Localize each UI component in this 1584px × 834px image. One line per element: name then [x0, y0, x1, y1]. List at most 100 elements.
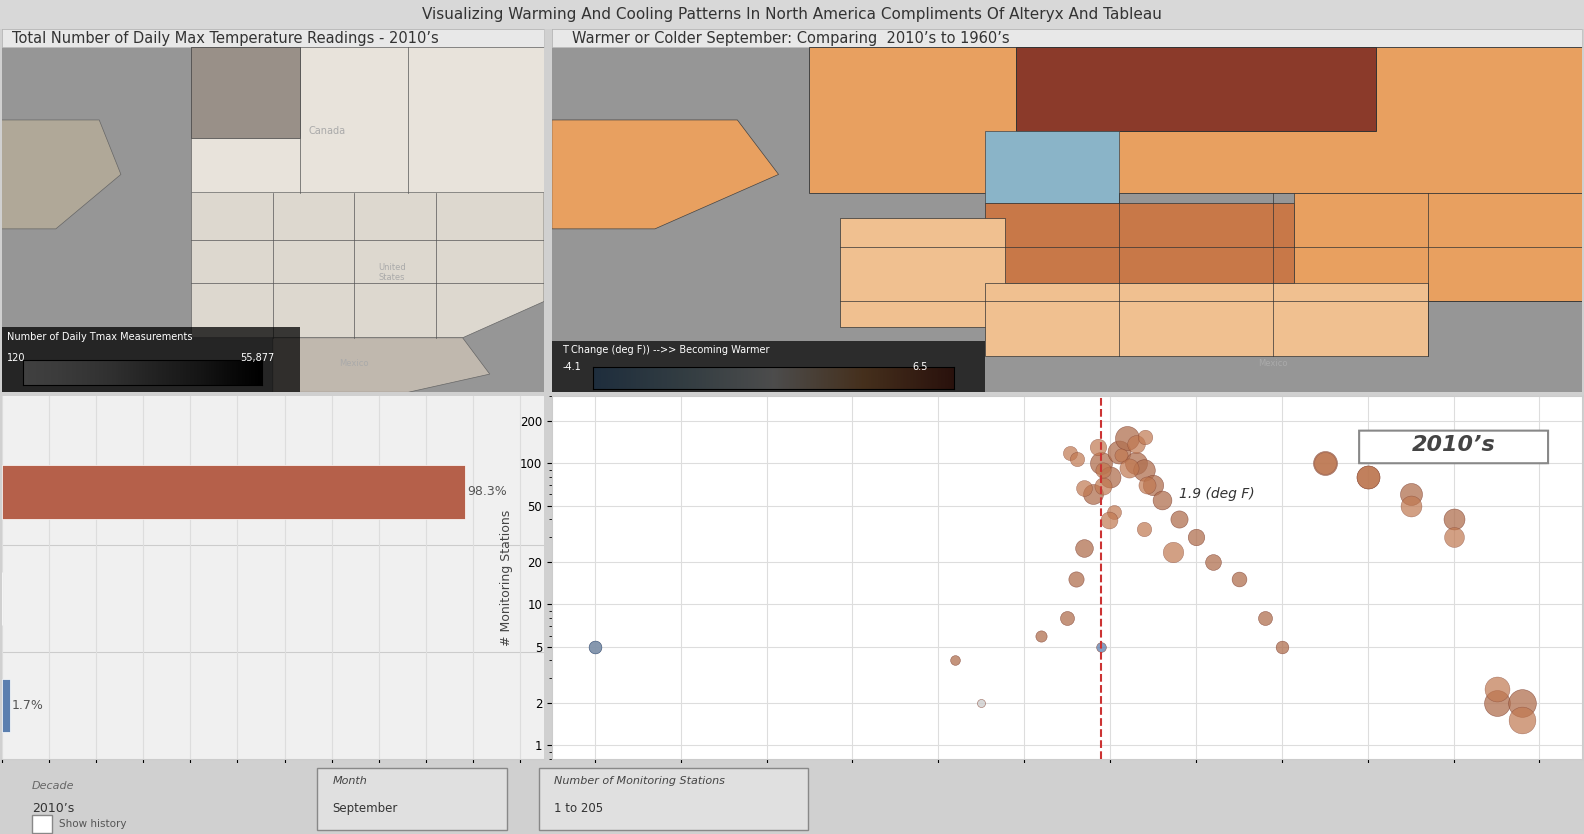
Point — [1354, 470, 1380, 484]
Point — [1354, 470, 1380, 484]
Polygon shape — [192, 48, 299, 138]
FancyBboxPatch shape — [539, 768, 808, 831]
Text: -4.1: -4.1 — [562, 362, 581, 372]
Point — [1399, 488, 1424, 501]
Point — [1101, 505, 1126, 519]
Polygon shape — [192, 193, 543, 338]
Point — [1133, 430, 1158, 444]
Point — [1134, 479, 1159, 492]
Point — [1117, 461, 1142, 475]
Polygon shape — [985, 284, 1427, 356]
X-axis label: Avg Change in Monthly Tmax From 1960s (deg F): Avg Change in Monthly Tmax From 1960s (d… — [912, 789, 1221, 801]
Point — [1098, 470, 1123, 484]
Polygon shape — [985, 203, 1294, 284]
Text: United
States: United States — [379, 263, 406, 282]
Text: Mexico: Mexico — [339, 359, 369, 368]
Text: 55,877: 55,877 — [241, 353, 274, 363]
Polygon shape — [2, 120, 120, 229]
Point — [1312, 456, 1337, 470]
Point — [1123, 456, 1148, 470]
Point — [1183, 530, 1209, 544]
Text: Show history: Show history — [59, 819, 127, 829]
Polygon shape — [551, 120, 779, 229]
Text: 2010’s: 2010’s — [1411, 435, 1495, 455]
Point — [1131, 463, 1156, 476]
Text: September: September — [333, 802, 398, 815]
Polygon shape — [841, 218, 1006, 327]
Text: Number of Daily Tmax Measurements: Number of Daily Tmax Measurements — [6, 332, 193, 342]
Text: 1 to 205: 1 to 205 — [554, 802, 604, 815]
Point — [1028, 629, 1053, 642]
Bar — [2, 465, 466, 519]
Text: 1.9 (deg F): 1.9 (deg F) — [1178, 487, 1255, 501]
Point — [1484, 696, 1510, 710]
Point — [1088, 456, 1114, 470]
Text: Decade: Decade — [32, 781, 74, 791]
Bar — [551, 341, 985, 392]
Point — [1123, 437, 1148, 450]
Bar — [551, 29, 1582, 48]
Bar — [32, 815, 52, 832]
Polygon shape — [1015, 48, 1376, 131]
Point — [1106, 445, 1131, 459]
Point — [1131, 522, 1156, 535]
Point — [1057, 447, 1082, 460]
Point — [1441, 513, 1467, 526]
Point — [968, 696, 993, 710]
Text: Warmer or Colder September: Comparing  2010’s to 1960’s: Warmer or Colder September: Comparing 20… — [572, 31, 1011, 46]
Point — [1441, 530, 1467, 544]
X-axis label: % of States That Experienced A Tmax Change Compared to 1960’s: % of States That Experienced A Tmax Chan… — [74, 787, 470, 800]
Point — [581, 640, 607, 653]
Text: Visualizing Warming And Cooling Patterns In North America Compliments Of Alteryx: Visualizing Warming And Cooling Patterns… — [421, 8, 1163, 22]
Point — [1159, 545, 1185, 559]
FancyBboxPatch shape — [317, 768, 507, 831]
Point — [1148, 493, 1174, 506]
Polygon shape — [192, 48, 543, 193]
Point — [1055, 611, 1080, 625]
Point — [1080, 488, 1106, 501]
Y-axis label: # Monitoring Stations: # Monitoring Stations — [501, 510, 513, 646]
Point — [1269, 640, 1294, 653]
Point — [1312, 456, 1337, 470]
Point — [1251, 611, 1277, 625]
Text: 1.7%: 1.7% — [13, 699, 44, 712]
Point — [1085, 440, 1110, 454]
Point — [1166, 513, 1191, 526]
Polygon shape — [1294, 193, 1582, 301]
Text: Canada: Canada — [309, 126, 345, 136]
Text: Number of Monitoring Stations: Number of Monitoring Stations — [554, 776, 725, 786]
Text: Mexico: Mexico — [1259, 359, 1288, 368]
Point — [1201, 555, 1226, 569]
Point — [1399, 499, 1424, 512]
Text: Month: Month — [333, 776, 367, 786]
Point — [1115, 432, 1140, 445]
Point — [1226, 573, 1251, 586]
Point — [1090, 480, 1115, 493]
Text: 120: 120 — [6, 353, 25, 363]
Point — [1090, 464, 1115, 477]
Text: 98.3%: 98.3% — [467, 485, 507, 499]
Point — [1088, 640, 1114, 653]
Point — [1109, 448, 1134, 461]
Point — [1510, 714, 1535, 727]
Point — [1072, 541, 1098, 555]
Text: 2010’s: 2010’s — [32, 802, 74, 815]
Point — [1510, 696, 1535, 710]
Text: 6.5: 6.5 — [912, 362, 928, 372]
Polygon shape — [272, 338, 489, 392]
Text: Total Number of Daily Max Temperature Readings - 2010’s: Total Number of Daily Max Temperature Re… — [13, 31, 439, 46]
Point — [1064, 452, 1090, 465]
Bar — [2, 679, 10, 732]
Polygon shape — [809, 48, 1582, 193]
Bar — [2, 29, 543, 48]
Point — [1071, 481, 1096, 495]
Point — [581, 640, 607, 653]
Bar — [2, 327, 299, 392]
Text: T Change (deg F)) -->> Becoming Warmer: T Change (deg F)) -->> Becoming Warmer — [562, 345, 770, 355]
FancyBboxPatch shape — [1359, 430, 1548, 463]
Point — [1484, 682, 1510, 696]
Point — [1096, 514, 1121, 527]
Polygon shape — [985, 131, 1118, 203]
Point — [1063, 573, 1088, 586]
Point — [1140, 479, 1166, 492]
